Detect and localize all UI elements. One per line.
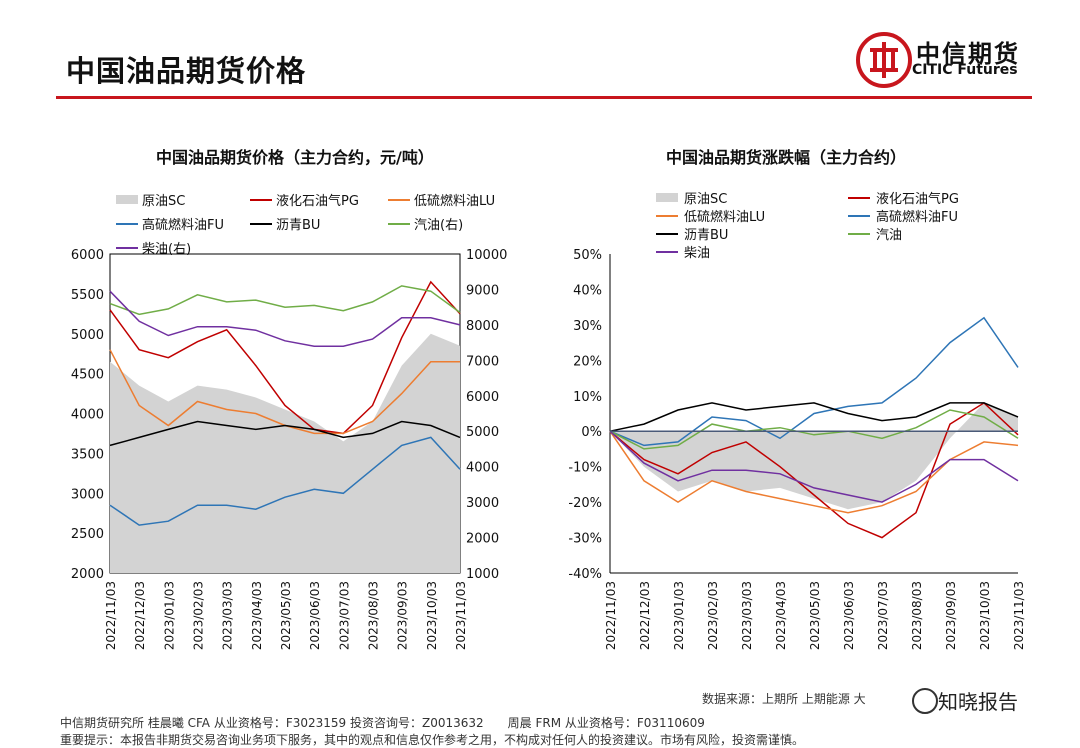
- chart1-x-tick-0: 2022/11/03: [104, 581, 118, 650]
- chart1-legend-label-1: 液化石油气PG: [276, 193, 359, 209]
- chart2-legend-label-2: 低硫燃料油LU: [684, 209, 765, 225]
- chart1-x-tick-8: 2023/07/03: [337, 581, 351, 650]
- chart2-series-line-5: [609, 409, 1019, 450]
- page-title: 中国油品期货价格: [66, 54, 307, 88]
- citic-logo-icon: [856, 32, 912, 88]
- chart2-series-area-crude: [610, 402, 1018, 510]
- chart1-y-right-tick-5: 6000: [466, 390, 499, 405]
- chart2-x-tick-2: 2023/01/03: [672, 581, 686, 650]
- chart1-y-left-tick-6: 5000: [71, 328, 104, 343]
- chart2-y-tick-3: 20%: [573, 354, 602, 369]
- chart2-series-line-1: [609, 401, 1019, 539]
- chart1-x-tick-2: 2023/01/03: [162, 581, 176, 650]
- chart1-y-right-tick-2: 3000: [466, 496, 499, 511]
- chart1-legend-label-2: 低硫燃料油LU: [414, 193, 495, 209]
- chart2-x-tick-4: 2023/03/03: [740, 581, 754, 650]
- chart1-y-right-tick-0: 1000: [466, 567, 499, 582]
- chart1-y-left-tick-3: 3500: [71, 447, 104, 462]
- chart2-y-tick-1: 40%: [573, 283, 602, 298]
- chart1-x-tick-10: 2023/09/03: [396, 581, 410, 650]
- chart2-y-tick-8: -30%: [568, 532, 602, 547]
- chart1-legend-swatch-0: [116, 195, 138, 204]
- chart1-series-line-6: [109, 290, 461, 347]
- chart2-legend-label-5: 汽油: [876, 228, 902, 243]
- chart2-y-tick-9: -40%: [568, 567, 602, 582]
- chart2-x-tick-0: 2022/11/03: [604, 581, 618, 650]
- logo-text-cn: 中信期货: [916, 40, 1020, 68]
- chart2-x-tick-10: 2023/09/03: [944, 581, 958, 650]
- chart1-y-left-tick-2: 3000: [71, 487, 104, 502]
- chart1-y-right-tick-1: 2000: [466, 532, 499, 547]
- chart1-x-tick-6: 2023/05/03: [279, 581, 293, 650]
- chart1-series-line-5: [109, 285, 461, 316]
- chart1-y-left-tick-0: 2000: [71, 567, 104, 582]
- chart1-y-right-tick-3: 4000: [466, 461, 499, 476]
- chart1-x-tick-11: 2023/10/03: [425, 581, 439, 650]
- chart2-legend-label-4: 沥青BU: [684, 228, 728, 243]
- chart1-legend-label-5: 汽油(右): [414, 218, 463, 233]
- chart2-y-tick-5: 0%: [581, 425, 602, 440]
- chart2-x-tick-3: 2023/02/03: [706, 581, 720, 650]
- chart2-series-line-3: [609, 316, 1019, 447]
- chart1-series-line-4: [109, 420, 461, 447]
- chart2-y-tick-4: 10%: [573, 390, 602, 405]
- chart2-x-tick-7: 2023/06/03: [842, 581, 856, 650]
- chart2-title: 中国油品期货涨跌幅（主力合约）: [666, 148, 907, 167]
- wechat-icon: [912, 688, 938, 714]
- chart1-legend-label-4: 沥青BU: [276, 218, 320, 233]
- chart1-y-right-tick-8: 9000: [466, 283, 499, 298]
- chart2-x-tick-6: 2023/05/03: [808, 581, 822, 650]
- data-source: 数据来源：上期所 上期能源 大: [702, 692, 866, 706]
- chart2-legend-label-0: 原油SC: [684, 192, 727, 207]
- chart1-series-line-3: [109, 436, 461, 526]
- chart2-legend-label-1: 液化石油气PG: [876, 191, 959, 207]
- chart1-x-tick-5: 2023/04/03: [250, 581, 264, 650]
- chart2-x-tick-8: 2023/07/03: [876, 581, 890, 650]
- logo-text-en: CITIC Futures: [912, 62, 1018, 78]
- chart1-x-tick-9: 2023/08/03: [367, 581, 381, 650]
- chart2-y-tick-6: -10%: [568, 461, 602, 476]
- chart1-legend-label-3: 高硫燃料油FU: [142, 217, 224, 233]
- chart2-legend-label-6: 柴油: [684, 246, 710, 261]
- chart1-x-tick-1: 2022/12/03: [133, 581, 147, 650]
- chart1-y-left-tick-5: 4500: [71, 368, 104, 383]
- chart2-x-tick-11: 2023/10/03: [978, 581, 992, 650]
- chart2-y-tick-2: 30%: [573, 319, 602, 334]
- chart2-x-tick-9: 2023/08/03: [910, 581, 924, 650]
- footer-analysts: 中信期货研究所 桂晨曦 CFA 从业资格号：F3023159 投资咨询号：Z00…: [60, 716, 705, 730]
- chart1-y-left-tick-8: 6000: [71, 248, 104, 263]
- chart2-series-line-6: [609, 430, 1019, 503]
- chart1-x-tick-3: 2023/02/03: [192, 581, 206, 650]
- chart2-series-line-4: [609, 402, 1019, 432]
- chart1-legend-label-0: 原油SC: [142, 194, 185, 209]
- chart1-y-right-tick-6: 7000: [466, 354, 499, 369]
- chart1-x-tick-12: 2023/11/03: [454, 581, 468, 650]
- chart1-y-left-tick-7: 5500: [71, 288, 104, 303]
- chart1-series-area-crude: [110, 333, 460, 573]
- watermark: 知晓报告: [938, 690, 1018, 714]
- chart1-series-line-1: [109, 280, 461, 435]
- chart1-y-right-tick-7: 8000: [466, 319, 499, 334]
- chart2-x-tick-12: 2023/11/03: [1012, 581, 1026, 650]
- chart2-x-tick-1: 2022/12/03: [638, 581, 652, 650]
- chart1-title: 中国油品期货价格（主力合约，元/吨）: [156, 148, 434, 167]
- chart2-legend-swatch-0: [656, 193, 678, 202]
- chart1-x-tick-4: 2023/03/03: [221, 581, 235, 650]
- chart1-y-left-tick-1: 2500: [71, 527, 104, 542]
- chart2-y-tick-0: 50%: [573, 248, 602, 263]
- chart2-legend-label-3: 高硫燃料油FU: [876, 209, 958, 225]
- chart1-y-left-tick-4: 4000: [71, 408, 104, 423]
- chart2-x-tick-5: 2023/04/03: [774, 581, 788, 650]
- chart1-legend-label-6: 柴油(右): [142, 242, 191, 257]
- footer-disclaimer: 重要提示：本报告非期货交易咨询业务项下服务，其中的观点和信息仅作参考之用，不构成…: [60, 733, 805, 747]
- chart1-y-right-tick-9: 10000: [466, 248, 507, 263]
- title-divider: [56, 96, 1032, 99]
- chart1-x-tick-7: 2023/06/03: [308, 581, 322, 650]
- chart1-y-right-tick-4: 5000: [466, 425, 499, 440]
- chart2-y-tick-7: -20%: [568, 496, 602, 511]
